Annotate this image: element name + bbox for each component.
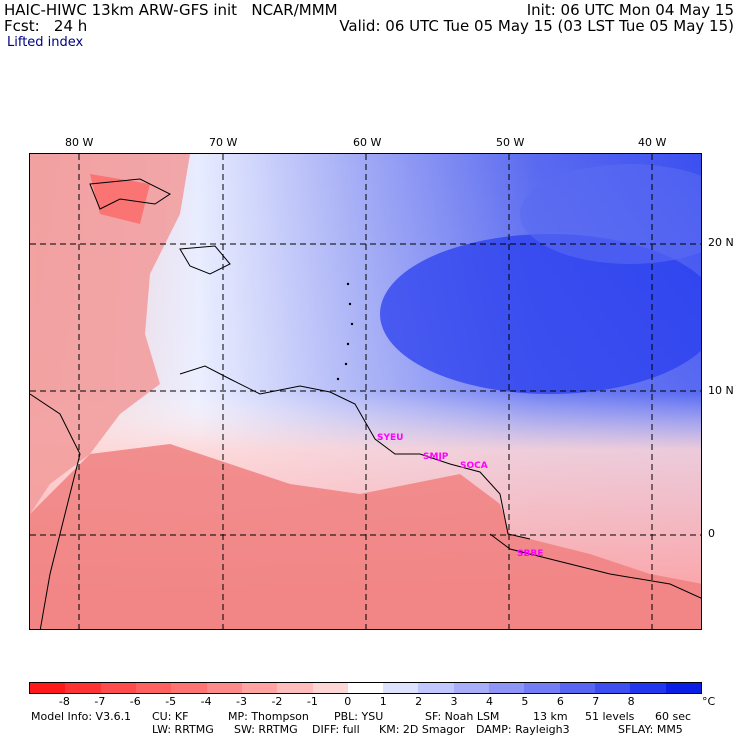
colorbar-tick-label: 1 bbox=[379, 695, 387, 708]
colorbar-tick-label: -4 bbox=[200, 695, 212, 708]
coastline-hispaniola bbox=[179, 245, 231, 275]
colorbar-tick-label: 7 bbox=[592, 695, 600, 708]
colorbar-swatch bbox=[559, 683, 595, 693]
footer-timestep: 60 sec bbox=[655, 710, 692, 723]
colorbar-swatch bbox=[206, 683, 242, 693]
footer-cu: CU: KF bbox=[152, 710, 189, 723]
colorbar-tick-label: -3 bbox=[236, 695, 247, 708]
lon-label-70w: 70 W bbox=[209, 136, 238, 149]
colorbar-swatch bbox=[241, 683, 278, 693]
valid-time: Valid: 06 UTC Tue 05 May 15 (03 LST Tue … bbox=[339, 17, 734, 35]
stable-north bbox=[520, 164, 701, 264]
colorbar-swatch bbox=[100, 683, 136, 693]
station-label: SOCA bbox=[460, 461, 488, 471]
colorbar-tick-label: 5 bbox=[521, 695, 529, 708]
footer-resolution: 13 km bbox=[533, 710, 568, 723]
footer-sw: SW: RRTMG bbox=[234, 723, 298, 736]
footer-model-info: Model Info: V3.6.1 bbox=[31, 710, 132, 723]
colorbar-swatch bbox=[135, 683, 172, 693]
colorbar-unit: °C bbox=[702, 695, 716, 708]
colorbar-tick-label: 2 bbox=[415, 695, 423, 708]
forecast-hour: Fcst: 24 h bbox=[4, 17, 88, 35]
lat-label-0: 0 bbox=[708, 527, 715, 540]
footer-km: KM: 2D Smagor bbox=[379, 723, 465, 736]
colorbar-tick-label: 8 bbox=[627, 695, 635, 708]
coastline-north-south-america bbox=[179, 365, 531, 540]
footer-levels: 51 levels bbox=[585, 710, 635, 723]
colorbar-swatch bbox=[65, 683, 101, 693]
colorbar-swatch bbox=[524, 683, 560, 693]
colorbar-tick-label: 3 bbox=[450, 695, 458, 708]
footer-lw: LW: RRTMG bbox=[152, 723, 214, 736]
station-label: SMJP bbox=[423, 452, 449, 462]
coastline-cuba bbox=[89, 178, 171, 210]
footer-sflay: SFLAY: MM5 bbox=[618, 723, 683, 736]
station-label: SBBE bbox=[517, 549, 544, 559]
colorbar-tick-label: -7 bbox=[94, 695, 106, 708]
colorbar-tick-label: -5 bbox=[165, 695, 177, 708]
map-canvas bbox=[30, 154, 701, 629]
plot-title: HAIC-HIWC 13km ARW-GFS init NCAR/MMM bbox=[4, 1, 338, 19]
footer-mp: MP: Thompson bbox=[228, 710, 309, 723]
station-label: SYEU bbox=[377, 433, 404, 443]
footer-damp: DAMP: Rayleigh3 bbox=[476, 723, 570, 736]
lon-label-40w: 40 W bbox=[638, 136, 667, 149]
stable-core bbox=[380, 234, 701, 394]
colorbar-swatch bbox=[418, 683, 454, 693]
colorbar-tick-label: -2 bbox=[271, 695, 283, 708]
colorbar-tick-label: 4 bbox=[485, 695, 493, 708]
colorbar-swatch bbox=[383, 683, 419, 693]
lon-label-50w: 50 W bbox=[496, 136, 525, 149]
coastline-west-south-america bbox=[30, 393, 81, 629]
lat-label-10n: 10 N bbox=[708, 384, 734, 397]
colorbar-tick-label: 6 bbox=[556, 695, 564, 708]
colorbar-tick-label: 0 bbox=[344, 695, 352, 708]
colorbar-swatch bbox=[347, 683, 384, 693]
colorbar-swatch bbox=[630, 683, 666, 693]
lat-label-20n: 20 N bbox=[708, 236, 734, 249]
colorbar-swatch bbox=[665, 683, 701, 693]
colorbar-swatch bbox=[595, 683, 631, 693]
colorbar-tick-label: -8 bbox=[58, 695, 70, 708]
lon-label-80w: 80 W bbox=[65, 136, 94, 149]
colorbar-swatch bbox=[277, 683, 313, 693]
colorbar-tick-label: -6 bbox=[129, 695, 141, 708]
lon-label-60w: 60 W bbox=[353, 136, 382, 149]
init-time: Init: 06 UTC Mon 04 May 15 bbox=[526, 1, 734, 19]
colorbar-swatch bbox=[312, 683, 348, 693]
colorbar-swatch bbox=[489, 683, 525, 693]
footer-pbl: PBL: YSU bbox=[334, 710, 384, 723]
lifted-index-map: SYEU SMJP SOCA SBBE bbox=[29, 153, 702, 630]
colorbar-tick-label: -1 bbox=[306, 695, 318, 708]
lat-lon-grid bbox=[30, 154, 701, 629]
colorbar bbox=[29, 682, 702, 694]
colorbar-swatch bbox=[171, 683, 207, 693]
footer-diff: DIFF: full bbox=[312, 723, 360, 736]
colorbar-swatch bbox=[30, 683, 66, 693]
footer-sf: SF: Noah LSM bbox=[425, 710, 500, 723]
colorbar-swatch bbox=[453, 683, 490, 693]
lesser-antilles bbox=[336, 282, 354, 381]
field-name: Lifted index bbox=[7, 35, 84, 50]
coastline-brazil bbox=[489, 533, 701, 599]
